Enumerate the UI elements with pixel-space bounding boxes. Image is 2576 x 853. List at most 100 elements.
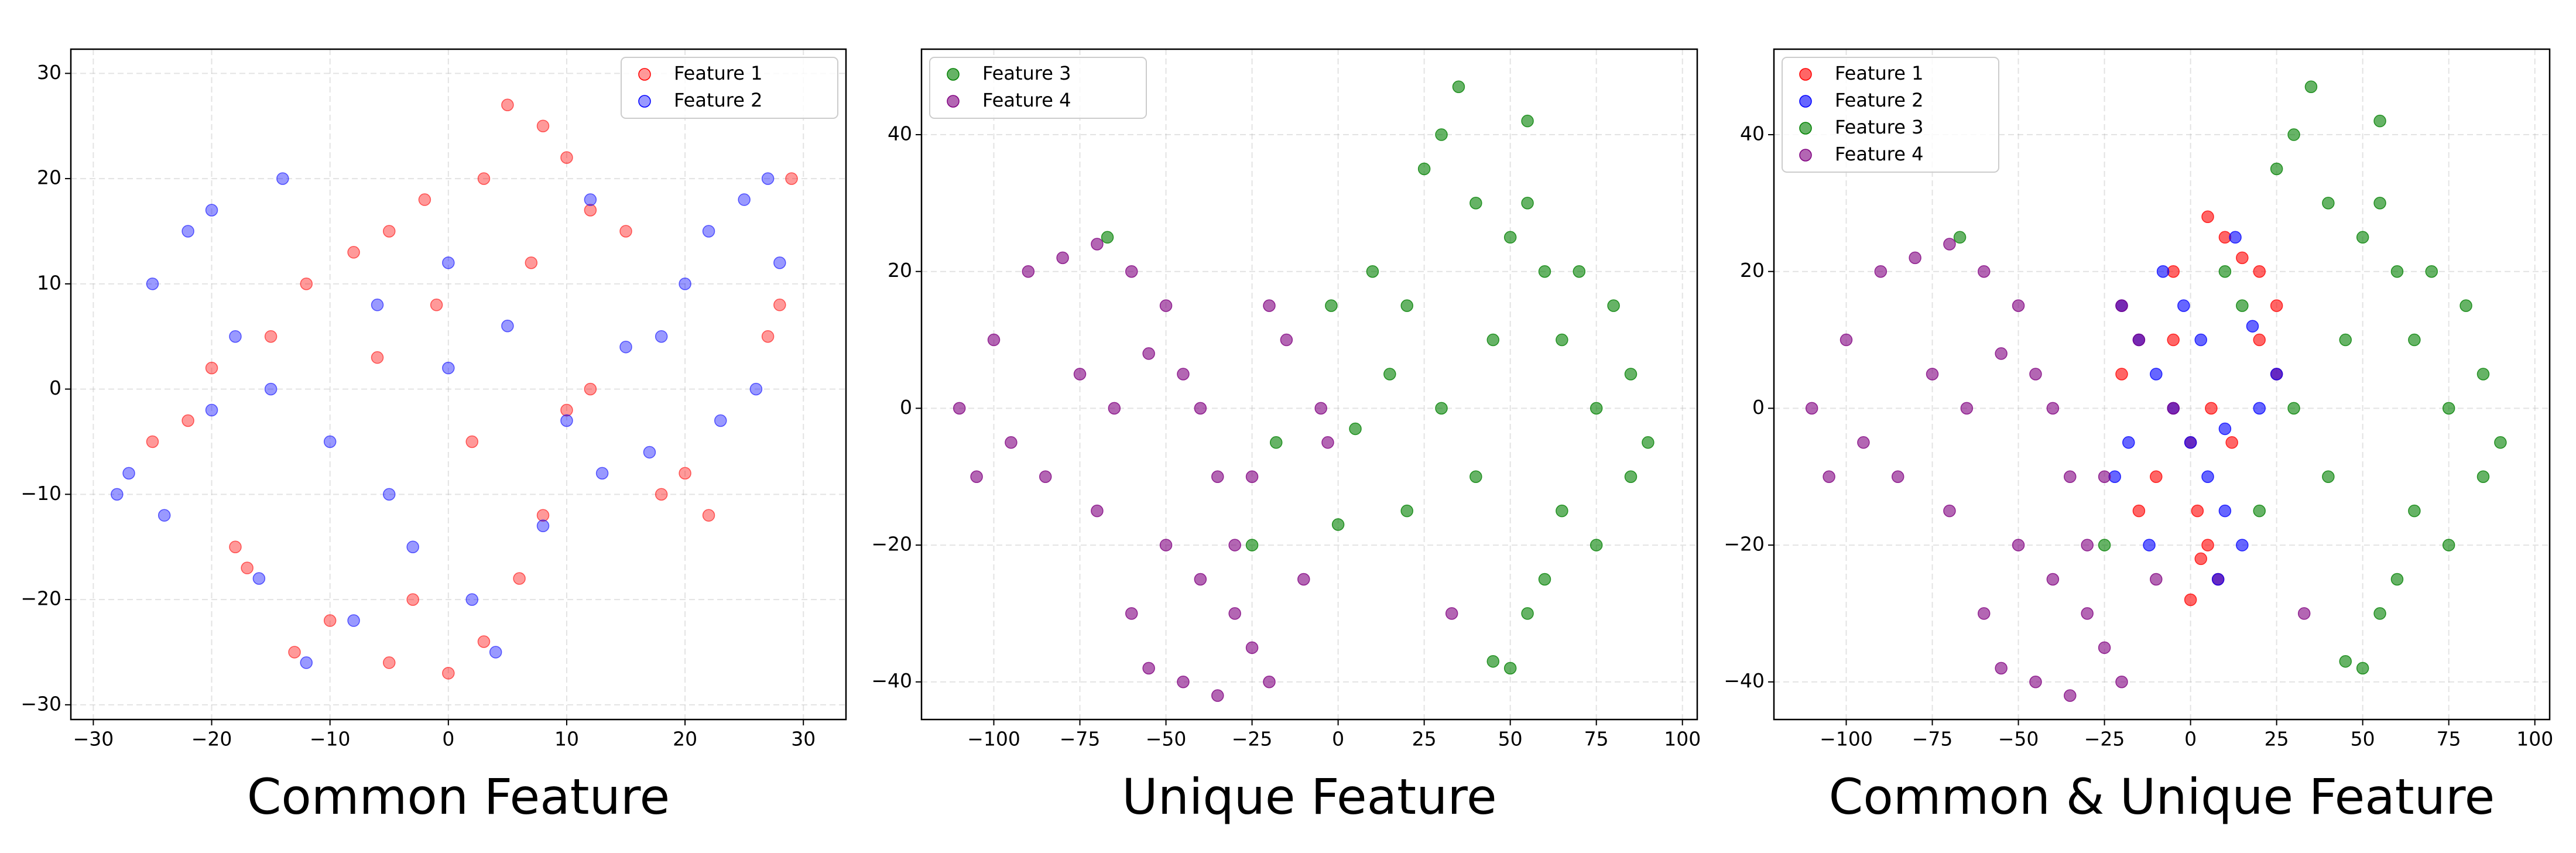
y-tick-label: 40 bbox=[888, 122, 912, 145]
point bbox=[489, 646, 502, 659]
point bbox=[2081, 539, 2094, 551]
point bbox=[2356, 662, 2369, 675]
point bbox=[2373, 197, 2386, 210]
point bbox=[2201, 470, 2214, 483]
point bbox=[264, 330, 278, 343]
point bbox=[241, 561, 254, 574]
point bbox=[2246, 320, 2259, 333]
point bbox=[2143, 539, 2156, 551]
point bbox=[2218, 422, 2232, 436]
point bbox=[1321, 436, 1334, 449]
point bbox=[1953, 231, 1967, 244]
point bbox=[1909, 251, 1921, 265]
point bbox=[2476, 368, 2490, 381]
point bbox=[2029, 368, 2042, 381]
point bbox=[430, 299, 443, 311]
point bbox=[1469, 470, 1482, 483]
panel: −100 −75 −50 −25 0 25 50 75 100 −40 −20 0 20 40 Featur… bbox=[1724, 48, 2553, 825]
x-tick-label: 0 bbox=[2184, 728, 2197, 751]
point bbox=[1297, 573, 1310, 586]
x-tick-label: −25 bbox=[2084, 728, 2125, 751]
legend-marker bbox=[638, 95, 651, 108]
point bbox=[371, 351, 384, 364]
chart-title: Unique Feature bbox=[1122, 768, 1496, 825]
point bbox=[2373, 114, 2386, 128]
point bbox=[2167, 402, 2180, 415]
point bbox=[1263, 675, 1276, 688]
point bbox=[1874, 265, 1888, 278]
point bbox=[1435, 128, 1448, 141]
point bbox=[2064, 470, 2077, 483]
point bbox=[2356, 231, 2369, 244]
points bbox=[1805, 80, 2507, 702]
point bbox=[1573, 265, 1586, 278]
point bbox=[382, 656, 396, 669]
point bbox=[2191, 504, 2204, 518]
point bbox=[1194, 402, 1207, 415]
x-tick-label: 50 bbox=[1498, 728, 1523, 751]
point bbox=[1486, 655, 1500, 668]
point bbox=[276, 172, 289, 185]
point bbox=[2494, 436, 2507, 449]
point bbox=[477, 172, 491, 185]
y-tick-label: −20 bbox=[20, 587, 61, 610]
legend-marker bbox=[638, 68, 651, 81]
point bbox=[1977, 607, 1991, 620]
point bbox=[181, 414, 194, 427]
point bbox=[1624, 470, 1638, 483]
legend-marker bbox=[1799, 95, 1812, 108]
point bbox=[2297, 607, 2311, 620]
point bbox=[1452, 80, 1465, 94]
x-tick-label: 25 bbox=[1412, 728, 1437, 751]
point bbox=[702, 225, 715, 238]
legend-label: Feature 3 bbox=[1835, 116, 1923, 138]
point bbox=[2201, 210, 2214, 223]
x-tick-label: −75 bbox=[1060, 728, 1101, 751]
point bbox=[1417, 162, 1431, 176]
point bbox=[300, 278, 313, 290]
point bbox=[418, 193, 431, 206]
legend-marker bbox=[1799, 122, 1812, 135]
y-tick-label: 10 bbox=[37, 271, 61, 294]
points bbox=[953, 80, 1654, 702]
point bbox=[1435, 402, 1448, 415]
point bbox=[1538, 573, 1551, 586]
point bbox=[679, 467, 691, 480]
point bbox=[2218, 265, 2232, 278]
point bbox=[1022, 265, 1035, 278]
point bbox=[1624, 368, 1638, 381]
y-tick-label: 0 bbox=[1752, 396, 1765, 419]
point bbox=[371, 299, 384, 311]
point bbox=[300, 656, 313, 669]
point bbox=[2322, 197, 2335, 210]
point bbox=[1521, 607, 1534, 620]
point bbox=[1211, 689, 1224, 702]
point bbox=[2287, 128, 2300, 141]
point bbox=[2201, 539, 2214, 551]
point bbox=[146, 278, 159, 290]
point bbox=[970, 470, 983, 483]
point bbox=[2425, 265, 2438, 278]
point bbox=[2253, 265, 2266, 278]
point bbox=[406, 593, 419, 606]
point bbox=[2211, 573, 2225, 586]
point bbox=[2287, 402, 2300, 415]
point bbox=[1556, 504, 1568, 518]
point bbox=[477, 635, 491, 648]
point bbox=[1977, 265, 1991, 278]
point bbox=[1590, 539, 1603, 551]
point bbox=[2098, 641, 2111, 655]
point bbox=[2132, 333, 2146, 347]
point bbox=[2184, 436, 2197, 449]
point bbox=[347, 246, 360, 259]
x-tick-label: −100 bbox=[1820, 728, 1873, 751]
y-tick-label: 20 bbox=[37, 166, 61, 189]
point bbox=[1194, 573, 1207, 586]
point bbox=[1538, 265, 1551, 278]
point bbox=[264, 382, 278, 396]
point bbox=[2184, 593, 2197, 607]
point bbox=[595, 467, 609, 480]
point bbox=[465, 435, 478, 448]
point bbox=[536, 509, 550, 522]
legend-marker bbox=[947, 95, 960, 108]
